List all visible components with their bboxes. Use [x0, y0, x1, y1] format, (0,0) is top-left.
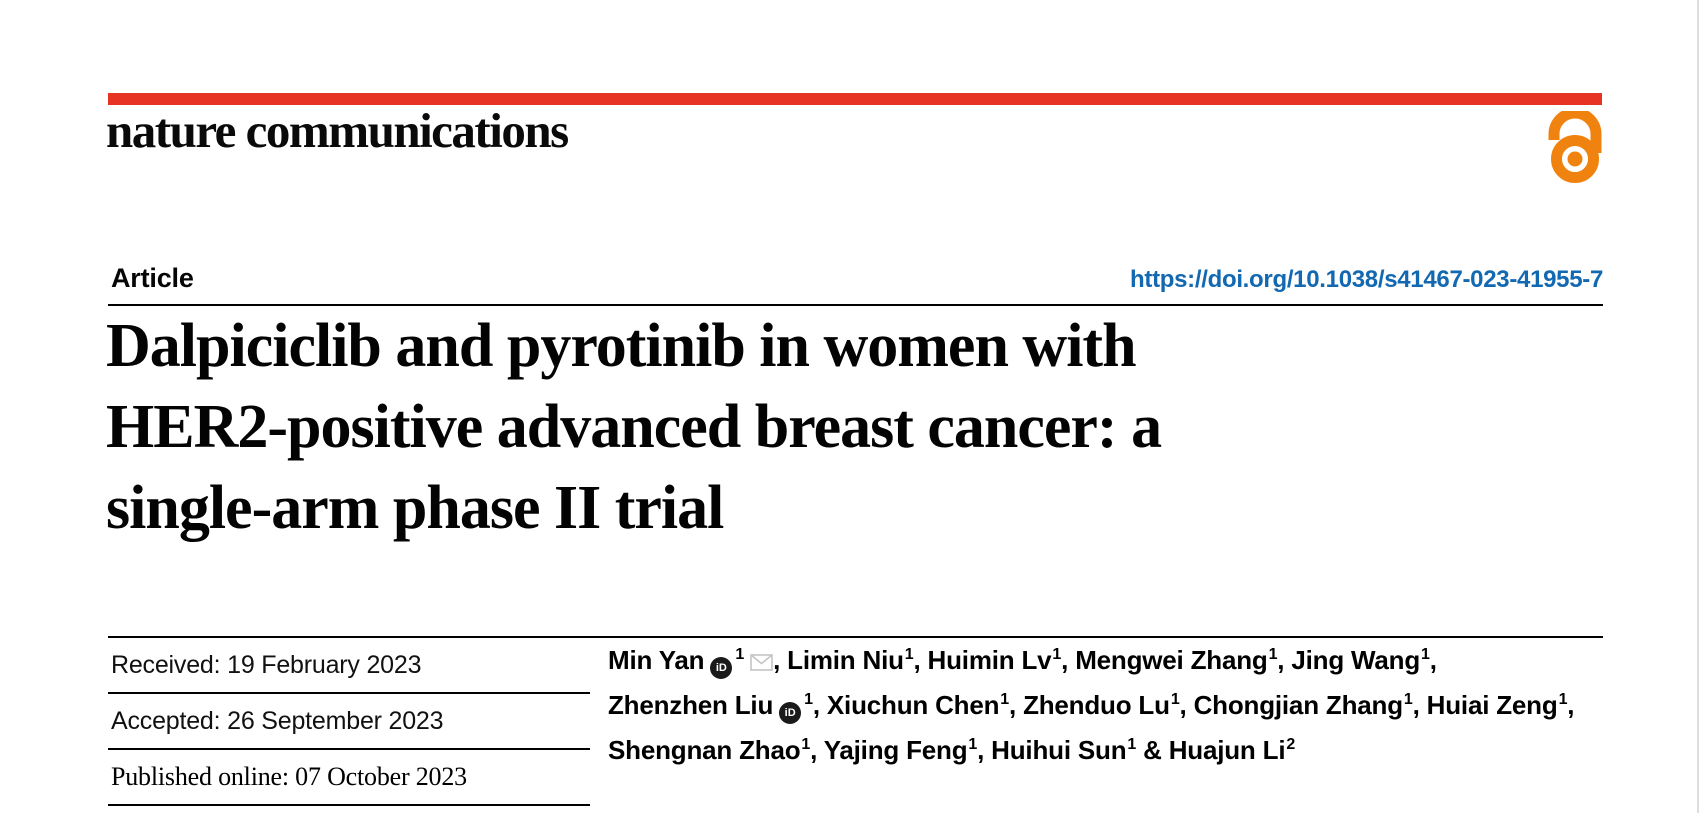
page-edge — [1697, 0, 1699, 813]
author-separator: , — [913, 645, 928, 675]
article-type-label: Article — [111, 263, 194, 293]
history-row: Accepted: 26 September 2023 — [108, 694, 590, 750]
title-line: HER2-positive advanced breast cancer: a — [106, 393, 1162, 461]
author-name: Huihui Sun — [991, 735, 1127, 765]
title-line: Dalpiciclib and pyrotinib in women with — [106, 312, 1137, 380]
open-access-icon — [1547, 107, 1603, 183]
author-name: Shengnan Zhao — [608, 735, 801, 765]
history-top-divider — [108, 636, 1603, 638]
author-affiliation-superscript: 1 — [1000, 691, 1009, 708]
journal-logo: nature communications — [106, 103, 569, 158]
author-name: Huajun Li — [1168, 735, 1286, 765]
author-separator: , — [810, 735, 824, 765]
history-rows: Received: 19 February 2023 Accepted: 26 S… — [108, 638, 590, 806]
author-line: Shengnan Zhao1, Yajing Feng1, Huihui Sun… — [608, 730, 1608, 775]
author-affiliation-superscript: 1 — [968, 736, 978, 753]
author-affiliation-superscript: 1 — [801, 736, 811, 753]
doi-link[interactable]: https://doi.org/10.1038/s41467-023-41955… — [1130, 266, 1603, 293]
author-separator: , — [1179, 690, 1194, 720]
masthead-red-bar — [108, 93, 1602, 105]
author-line: Zhenzhen Liu iD1, Xiuchun Chen1, Zhenduo … — [608, 685, 1608, 730]
author-name: Jing Wang — [1291, 645, 1421, 675]
author-affiliation-superscript: 1 — [1268, 646, 1278, 663]
author-affiliation-superscript: 1 — [904, 646, 914, 663]
header-divider — [108, 304, 1603, 306]
history-row: Received: 19 February 2023 — [108, 638, 590, 694]
author-affiliation-superscript: 2 — [1286, 736, 1296, 753]
orcid-icon[interactable]: iD — [710, 657, 733, 679]
author-name: Yajing Feng — [823, 735, 968, 765]
orcid-icon[interactable]: iD — [779, 702, 802, 724]
author-name: Chongjian Zhang — [1193, 690, 1404, 720]
author-name: Limin Niu — [787, 645, 904, 675]
author-name: Min Yan — [608, 645, 705, 675]
author-name: Xiuchun Chen — [826, 690, 1000, 720]
author-separator: , — [1009, 690, 1024, 720]
author-name: Zhenduo Lu — [1023, 690, 1170, 720]
author-affiliation-superscript: 1 — [1052, 646, 1062, 663]
author-name: Zhenzhen Liu — [608, 690, 774, 720]
author-separator: , — [1277, 645, 1292, 675]
history-row: Published online: 07 October 2023 — [108, 750, 590, 806]
author-separator: , — [1567, 690, 1575, 720]
author-affiliation-superscript: 1 — [804, 691, 813, 708]
author-affiliation-superscript: 1 — [1170, 691, 1180, 708]
author-separator: , — [812, 690, 827, 720]
author-separator: , — [773, 645, 788, 675]
author-separator: , — [1061, 645, 1076, 675]
author-line: Min Yan iD1, Limin Niu1, Huimin Lv1, Meng… — [608, 640, 1608, 685]
author-list: Min Yan iD1, Limin Niu1, Huimin Lv1, Meng… — [608, 640, 1608, 775]
author-separator: , — [977, 735, 992, 765]
author-affiliation-superscript: 1 — [1558, 691, 1568, 708]
author-affiliation-superscript: 1 — [1403, 691, 1413, 708]
article-title: Dalpiciclib and pyrotinib in women with H… — [106, 306, 1446, 549]
author-separator: , — [1429, 645, 1437, 675]
author-name: Huimin Lv — [927, 645, 1052, 675]
author-affiliation-superscript: 1 — [1421, 646, 1430, 663]
author-separator: & — [1136, 735, 1169, 765]
author-affiliation-superscript: 1 — [1127, 736, 1137, 753]
email-icon[interactable] — [750, 642, 773, 683]
author-affiliation-superscript: 1 — [735, 646, 745, 663]
author-name: Huiai Zeng — [1426, 690, 1558, 720]
author-separator: , — [1412, 690, 1427, 720]
author-name: Mengwei Zhang — [1075, 645, 1268, 675]
title-line: single-arm phase II trial — [106, 474, 724, 542]
